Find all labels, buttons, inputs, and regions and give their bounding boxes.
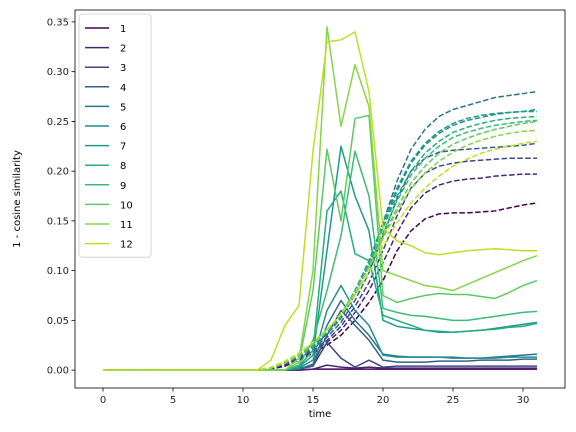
legend-label-4: 4	[120, 83, 126, 94]
y-tick-label: 0.00	[47, 366, 69, 377]
x-tick-label: 30	[517, 395, 530, 406]
x-axis-ticks: 0 5 10 15 20 25 30	[100, 388, 530, 406]
y-tick-label: 0.20	[47, 167, 69, 178]
y-tick-label: 0.30	[47, 67, 69, 78]
axes-frame	[74, 9, 566, 389]
legend-label-9: 9	[120, 181, 126, 192]
y-tick-label: 0.15	[47, 216, 69, 227]
plot-area	[75, 10, 565, 388]
x-tick-label: 5	[170, 395, 176, 406]
legend-label-5: 5	[120, 102, 126, 113]
legend-label-1: 1	[120, 24, 126, 35]
x-tick-label: 25	[447, 395, 460, 406]
y-tick-label: 0.25	[47, 117, 69, 128]
x-tick-label: 0	[100, 395, 106, 406]
legend-label-2: 2	[120, 44, 126, 55]
legend-label-11: 11	[120, 220, 133, 231]
y-tick-label: 0.10	[47, 266, 69, 277]
y-tick-label: 0.35	[47, 17, 69, 28]
legend-label-12: 12	[120, 240, 133, 251]
legend-label-3: 3	[120, 63, 126, 74]
y-tick-label: 0.05	[47, 316, 69, 327]
x-axis-label: time	[309, 409, 332, 420]
series-layer	[103, 26, 538, 371]
legend-label-6: 6	[120, 122, 126, 133]
legend-label-7: 7	[120, 142, 126, 153]
x-tick-label: 10	[237, 395, 250, 406]
series-dashed-line-12	[103, 140, 538, 371]
y-axis-ticks: 0.00 0.05 0.10 0.15 0.20 0.25 0.30 0.35	[47, 17, 75, 377]
legend-label-10: 10	[120, 200, 133, 211]
legend-label-8: 8	[120, 161, 126, 172]
x-tick-label: 15	[307, 395, 320, 406]
legend-box	[78, 13, 152, 258]
y-axis-label: 1 - cosine similarity	[12, 150, 23, 248]
x-tick-label: 20	[377, 395, 390, 406]
